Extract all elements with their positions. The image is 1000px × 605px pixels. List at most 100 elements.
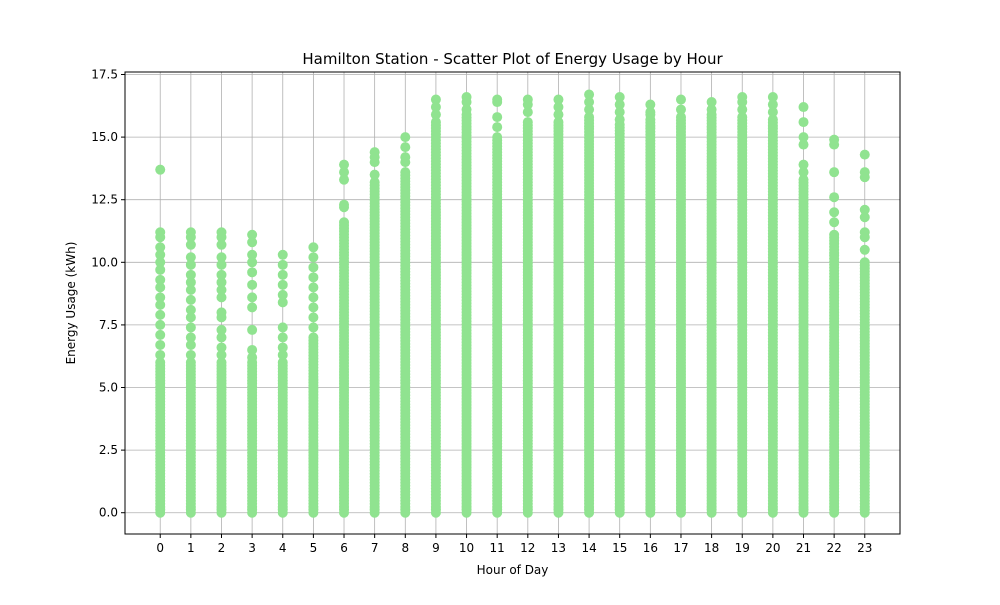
data-point — [185, 252, 196, 263]
data-point — [737, 104, 748, 115]
data-point — [767, 92, 778, 103]
data-point — [277, 332, 288, 343]
data-point — [339, 167, 350, 178]
data-point — [308, 262, 319, 273]
tick-layer: 0 1 2 3 4 5 6 7 8 9 10 11 12 13 14 15 16 17 18 19 20 21 22 230.… — [91, 68, 872, 555]
data-point — [155, 309, 166, 320]
x-tick-label: 3 — [248, 541, 256, 555]
x-tick-label: 16 — [643, 541, 658, 555]
data-point — [859, 227, 870, 238]
data-point — [155, 329, 166, 340]
data-point — [155, 164, 166, 175]
data-point — [461, 104, 472, 115]
data-point — [185, 357, 196, 368]
data-point — [247, 229, 258, 240]
data-point — [522, 117, 533, 128]
data-point — [308, 282, 319, 293]
data-point — [492, 132, 503, 143]
data-point — [185, 322, 196, 333]
data-point — [216, 239, 227, 250]
data-point — [185, 277, 196, 288]
data-point — [185, 304, 196, 315]
data-point — [584, 112, 595, 123]
data-point — [706, 97, 717, 108]
data-point — [155, 339, 166, 350]
data-point — [798, 102, 809, 113]
data-point — [798, 139, 809, 150]
data-point — [737, 92, 748, 103]
data-point — [522, 94, 533, 105]
data-point — [614, 114, 625, 125]
data-point — [767, 99, 778, 110]
y-tick-label: 17.5 — [91, 68, 118, 82]
x-tick-label: 22 — [826, 541, 841, 555]
data-point — [614, 107, 625, 118]
data-point — [859, 257, 870, 268]
data-point — [308, 252, 319, 263]
x-tick-label: 12 — [520, 541, 535, 555]
data-point — [216, 259, 227, 270]
y-tick-label: 12.5 — [91, 193, 118, 207]
data-point — [798, 117, 809, 128]
data-point — [308, 332, 319, 343]
data-point — [798, 132, 809, 143]
data-point — [247, 249, 258, 260]
data-point — [859, 204, 870, 215]
x-tick-label: 14 — [581, 541, 596, 555]
data-point — [675, 112, 686, 123]
data-point — [430, 117, 441, 128]
data-point — [277, 342, 288, 353]
data-point — [400, 152, 411, 163]
data-point — [185, 339, 196, 350]
data-point — [247, 292, 258, 303]
data-point — [247, 324, 258, 335]
data-point — [185, 269, 196, 280]
data-point — [277, 357, 288, 368]
data-point — [798, 167, 809, 178]
data-point — [247, 352, 258, 363]
x-tick-label: 13 — [551, 541, 566, 555]
data-point — [737, 112, 748, 123]
x-tick-label: 15 — [612, 541, 627, 555]
data-point — [645, 99, 656, 110]
data-point — [216, 324, 227, 335]
data-point — [277, 297, 288, 308]
data-point — [584, 97, 595, 108]
data-point — [675, 94, 686, 105]
data-point — [859, 149, 870, 160]
y-tick-label: 10.0 — [91, 255, 118, 269]
x-tick-label: 8 — [401, 541, 409, 555]
data-point — [553, 102, 564, 113]
data-point — [492, 112, 503, 123]
x-tick-label: 6 — [340, 541, 348, 555]
y-tick-label: 2.5 — [99, 443, 118, 457]
data-point — [155, 264, 166, 275]
data-point — [308, 312, 319, 323]
data-point — [400, 132, 411, 143]
data-point — [798, 174, 809, 185]
data-point — [430, 109, 441, 120]
data-point — [216, 277, 227, 288]
data-point — [216, 292, 227, 303]
data-point — [155, 249, 166, 260]
data-point — [216, 357, 227, 368]
data-point — [614, 99, 625, 110]
x-tick-label: 18 — [704, 541, 719, 555]
data-point — [216, 332, 227, 343]
data-point — [645, 107, 656, 118]
data-point — [185, 349, 196, 360]
data-point — [185, 284, 196, 295]
data-point — [767, 107, 778, 118]
data-point — [767, 114, 778, 125]
data-point — [369, 169, 380, 180]
data-point — [829, 207, 840, 218]
data-point — [155, 282, 166, 293]
data-point — [492, 122, 503, 133]
x-tick-label: 17 — [673, 541, 688, 555]
data-point — [247, 279, 258, 290]
data-point — [247, 344, 258, 355]
data-point — [247, 257, 258, 268]
data-point — [430, 94, 441, 105]
data-point — [185, 227, 196, 238]
